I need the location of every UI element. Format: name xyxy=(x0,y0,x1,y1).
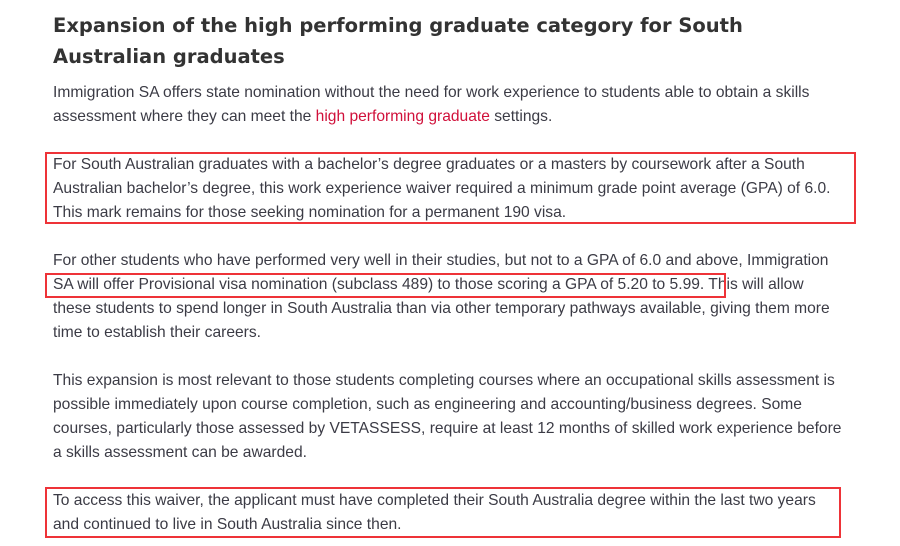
highlight-box xyxy=(45,152,856,224)
text-line: For other students who have performed ve… xyxy=(53,252,829,269)
highlight-box xyxy=(45,487,841,538)
highlight-box xyxy=(45,273,726,298)
text-line: Immigration SA offers state nomination w… xyxy=(53,84,810,101)
text-line: For South Australian graduates with a ba… xyxy=(53,156,805,173)
expansion-paragraph: This expansion is most relevant to those… xyxy=(53,369,883,465)
text-line: these students to spend longer in South … xyxy=(53,300,830,317)
text-line: assessment where they can meet the high … xyxy=(53,105,883,129)
text-line: courses, particularly those assessed by … xyxy=(53,420,842,437)
text-line: possible immediately upon course complet… xyxy=(53,396,802,413)
high-performing-graduate-link[interactable]: high performing graduate xyxy=(315,108,490,125)
text-line: time to establish their careers. xyxy=(53,324,262,341)
waiver-paragraph: To access this waiver, the applicant mus… xyxy=(53,489,883,537)
text-line: SA will offer Provisional visa nominatio… xyxy=(53,276,804,293)
text-line: To access this waiver, the applicant mus… xyxy=(53,492,816,509)
text-line: This expansion is most relevant to those… xyxy=(53,372,835,389)
other-students-paragraph: For other students who have performed ve… xyxy=(53,249,883,345)
text-line: Australian bachelor’s degree, this work … xyxy=(53,180,831,197)
text-line: a skills assessment can be awarded. xyxy=(53,444,307,461)
text: settings. xyxy=(489,108,553,125)
page-title: Expansion of the high performing graduat… xyxy=(53,14,743,68)
text: assessment where they can meet the xyxy=(53,108,316,125)
graduates-paragraph: For South Australian graduates with a ba… xyxy=(53,153,883,225)
text-line: This mark remains for those seeking nomi… xyxy=(53,204,567,221)
intro-paragraph: Immigration SA offers state nomination w… xyxy=(53,81,883,129)
text-line: and continued to live in South Australia… xyxy=(53,516,402,533)
